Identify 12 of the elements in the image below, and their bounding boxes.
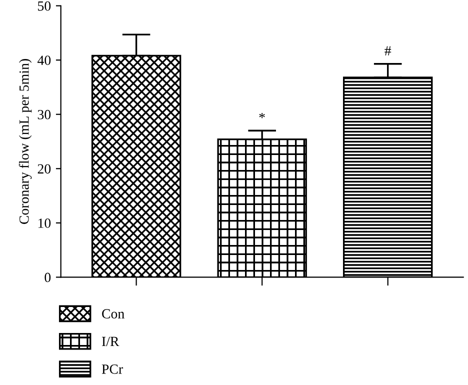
legend-label: Con xyxy=(102,309,124,318)
y-tick-label: 40 xyxy=(38,56,51,66)
data-label: * xyxy=(259,113,265,118)
legend-label: I/R xyxy=(102,336,120,346)
y-axis-title: Coronary flow (mL per 5min) xyxy=(18,59,32,224)
y-tick-label: 50 xyxy=(38,1,51,11)
y-tick-label: 10 xyxy=(38,218,51,228)
legend-label: PCr xyxy=(102,364,123,374)
y-tick-label: 30 xyxy=(38,110,51,120)
data-label: # xyxy=(384,46,392,56)
y-tick-label: 20 xyxy=(38,164,51,174)
y-tick-label: 0 xyxy=(44,272,51,282)
